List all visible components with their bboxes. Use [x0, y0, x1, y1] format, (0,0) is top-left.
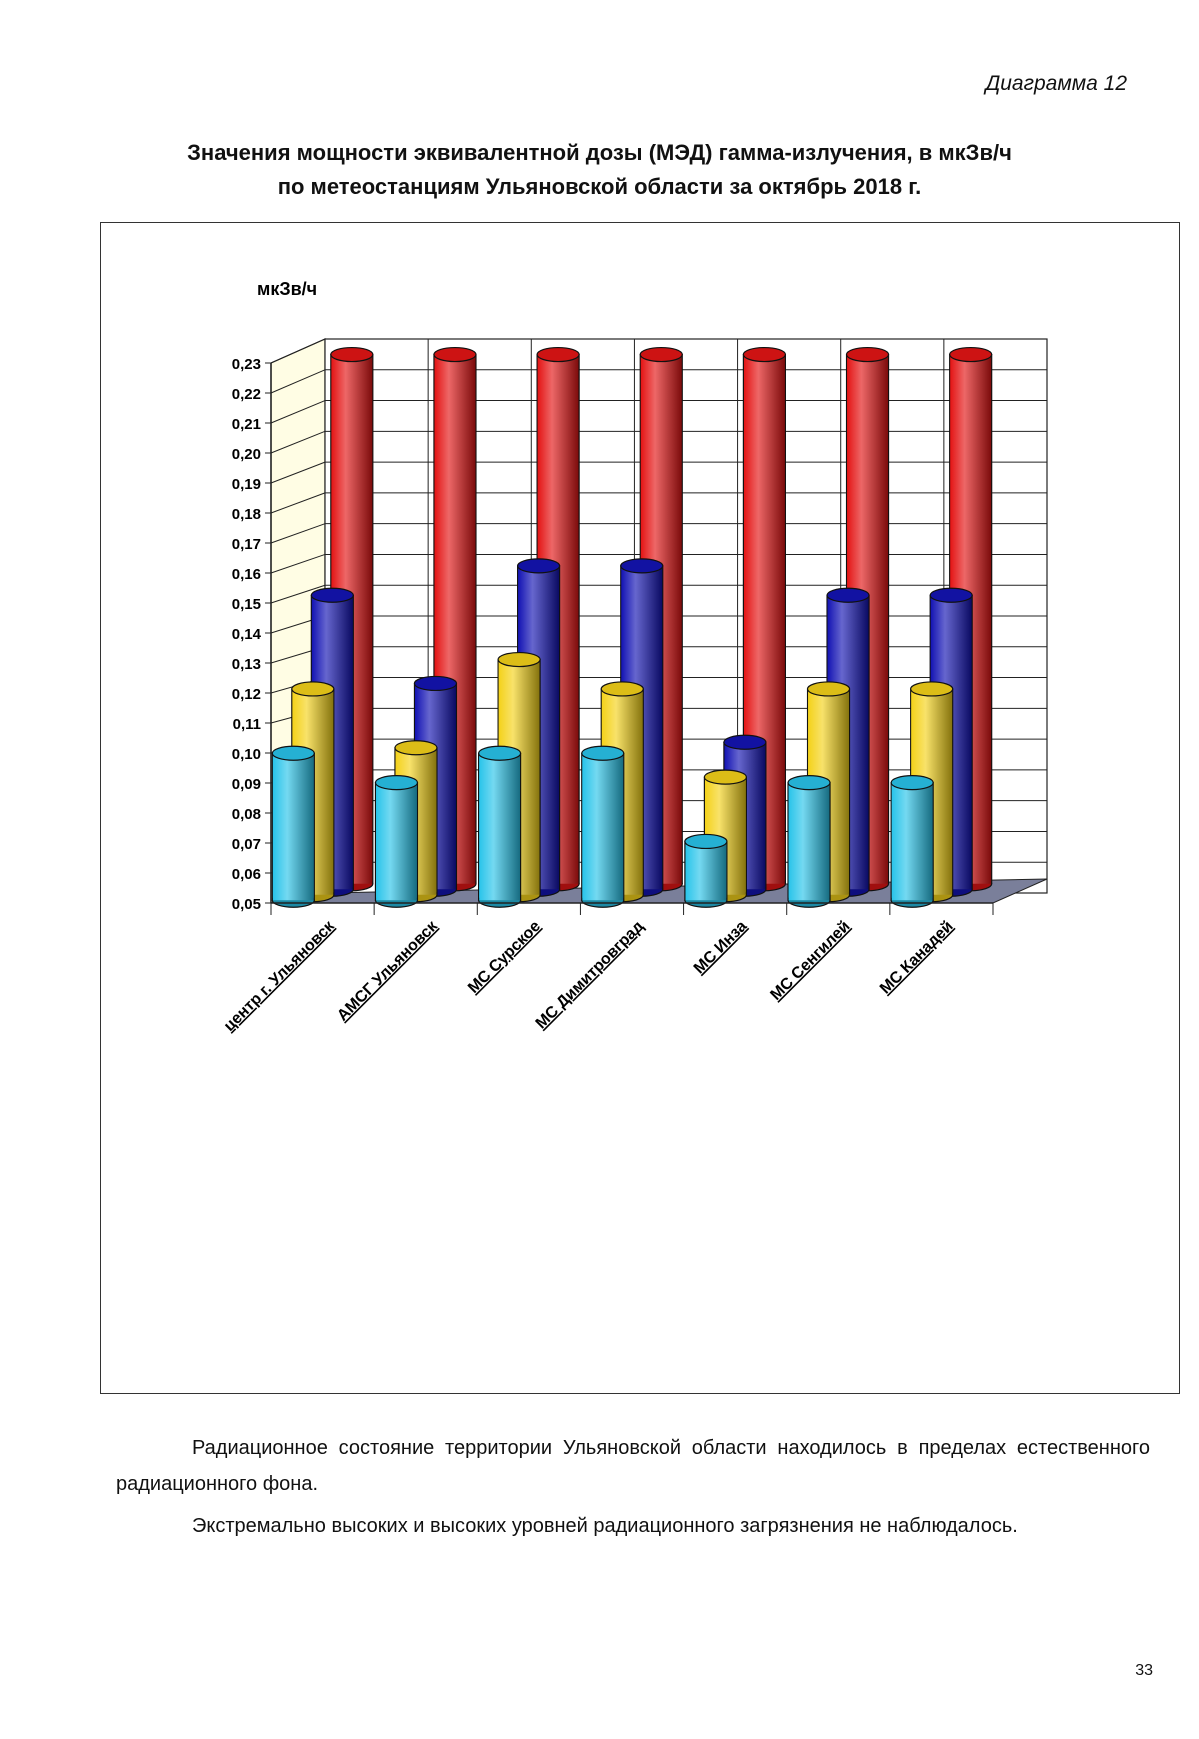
- chart-bars: [271, 346, 993, 908]
- chart-frame: 0,05 0,06 0,07 0,08 0,09 0,10 0,11 0,12 0,13 0,14…: [100, 222, 1180, 1394]
- bar-fill: [376, 782, 417, 901]
- bar-top: [910, 681, 954, 697]
- bar-top: [684, 833, 728, 850]
- title-line-1: Значения мощности эквивалентной дозы (МЭ…: [187, 140, 1012, 165]
- gridline-side: [270, 369, 326, 394]
- y-tick-label: 0,11: [233, 716, 261, 733]
- y-tick-label: 0,18: [232, 506, 261, 523]
- bar: [890, 775, 934, 908]
- gridline-side: [270, 338, 326, 364]
- bar-top: [517, 558, 561, 574]
- bar-fill: [272, 753, 314, 901]
- bar-top: [310, 587, 354, 603]
- y-tick-label: 0,14: [232, 626, 262, 643]
- y-axis-label: мкЗв/ч: [257, 279, 317, 299]
- y-tick-label: 0,10: [232, 746, 261, 763]
- bar-top: [620, 558, 664, 574]
- y-tick-label: 0,17: [232, 536, 261, 553]
- bar: [787, 775, 831, 908]
- bar-top: [845, 346, 890, 363]
- bar-fill: [891, 782, 933, 901]
- bar-top: [394, 740, 438, 756]
- bar-top: [497, 651, 541, 668]
- bar-top: [639, 346, 683, 363]
- bar-top: [536, 346, 580, 363]
- bar-top: [890, 775, 934, 791]
- gridline-side: [270, 461, 326, 484]
- y-tick-label: 0,07: [232, 836, 261, 853]
- y-tick-label: 0,20: [232, 446, 261, 463]
- bar-top: [581, 745, 625, 761]
- y-tick-label: 0,23: [232, 356, 261, 373]
- bar-top: [600, 681, 644, 697]
- bar-top: [787, 775, 831, 791]
- bar-top: [929, 587, 973, 603]
- x-category-label: МС Канадей: [877, 918, 957, 998]
- y-tick-label: 0,15: [232, 596, 261, 613]
- bar-top: [330, 346, 374, 363]
- bar: [684, 833, 728, 908]
- gridline-side: [270, 492, 326, 514]
- y-tick-label: 0,09: [232, 776, 261, 793]
- bar-top: [703, 769, 747, 785]
- gridline-side: [270, 523, 326, 544]
- diagram-number-label: Диаграмма 12: [985, 72, 1127, 95]
- y-tick-label: 0,21: [232, 416, 261, 433]
- x-category-label: МС Сурское: [465, 918, 544, 997]
- x-category-label: МС Сенгилей: [767, 918, 853, 1004]
- bar-top: [413, 675, 458, 692]
- y-tick-label: 0,06: [232, 866, 261, 883]
- paragraph-no-pollution: Экстремально высоких и высоких уровней р…: [192, 1515, 1018, 1537]
- bar-top: [291, 681, 335, 697]
- bar-top: [826, 587, 870, 603]
- bar-top: [271, 745, 315, 761]
- bar-top: [949, 346, 993, 363]
- bar-top: [742, 346, 786, 363]
- bar-top: [433, 346, 477, 363]
- bar-fill: [582, 753, 624, 901]
- bar-top: [478, 745, 522, 761]
- y-tick-label: 0,13: [232, 656, 261, 673]
- paragraph-radiation-state: Радиационное состояние территории Ульяно…: [116, 1437, 1150, 1495]
- x-category-label: АМСГ Ульяновск: [334, 917, 441, 1024]
- bar: [374, 775, 419, 908]
- y-tick-label: 0,19: [232, 476, 261, 493]
- bar-chart-3d: 0,05 0,06 0,07 0,08 0,09 0,10 0,11 0,12 0,13 0,14…: [221, 279, 1048, 1035]
- title-line-2: по метеостанциям Ульяновской области за …: [277, 174, 922, 199]
- bar-top: [374, 775, 419, 791]
- gridline-side: [270, 430, 326, 454]
- x-category-label: МС Инза: [691, 918, 751, 978]
- x-category-label: центр г. Ульяновск: [221, 917, 339, 1035]
- gridline-side: [270, 553, 326, 574]
- y-tick-label: 0,22: [232, 386, 261, 403]
- bar: [581, 745, 625, 908]
- bar-fill: [479, 753, 521, 901]
- bar: [271, 745, 315, 908]
- bar: [478, 745, 522, 908]
- bar-top: [723, 734, 767, 750]
- bar-top: [806, 681, 851, 697]
- bar-fill: [788, 782, 830, 901]
- bar-fill: [685, 841, 727, 901]
- y-tick-label: 0,16: [232, 566, 261, 583]
- x-category-label: МС Димитровград: [533, 918, 648, 1033]
- y-tick-label: 0,12: [232, 686, 261, 703]
- page-title: Значения мощности эквивалентной дозы (МЭ…: [0, 136, 1199, 204]
- page-number: 33: [1135, 1662, 1153, 1679]
- gridline-side: [270, 584, 326, 604]
- y-tick-label: 0,08: [232, 806, 261, 823]
- y-tick-label: 0,05: [232, 896, 261, 913]
- gridline-side: [270, 400, 326, 424]
